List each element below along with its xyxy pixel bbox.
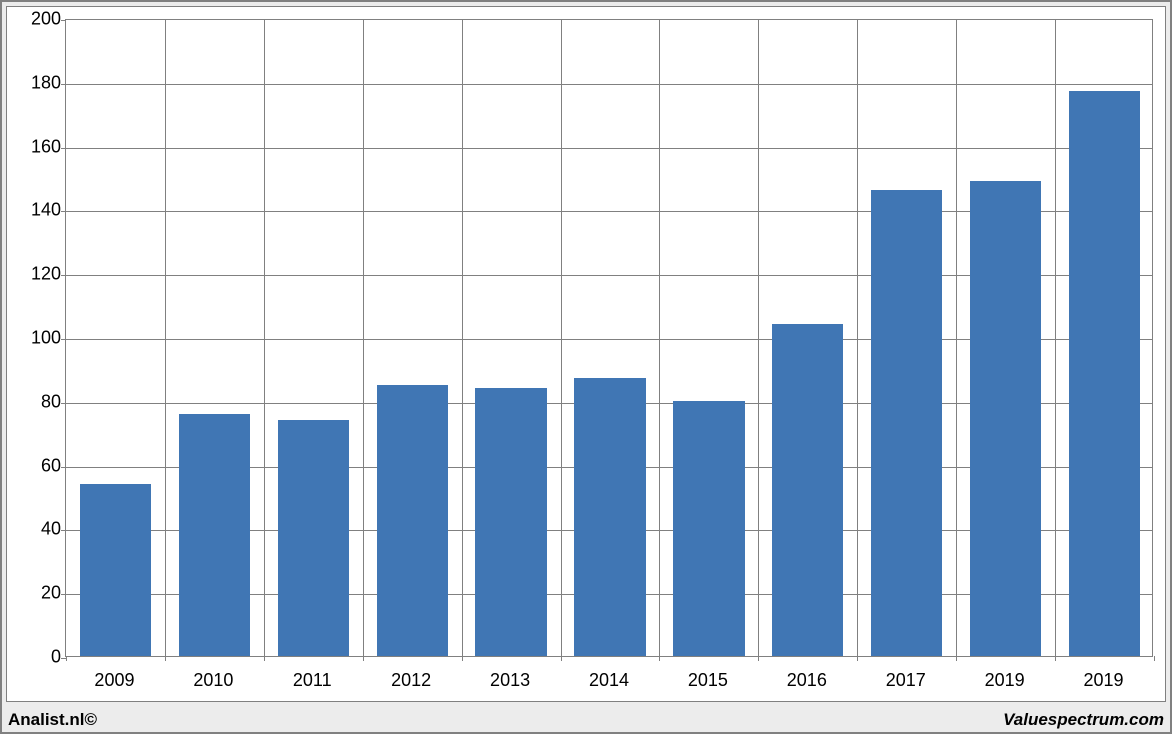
x-axis-label: 2014 (589, 670, 629, 691)
y-axis-label: 160 (13, 136, 61, 157)
gridline-v (462, 20, 463, 656)
x-tick (659, 656, 660, 661)
footer-right-credit: Valuespectrum.com (1003, 710, 1164, 730)
x-tick (857, 656, 858, 661)
x-axis-label: 2019 (985, 670, 1025, 691)
y-axis-label: 0 (13, 647, 61, 668)
chart-bar (871, 190, 942, 656)
y-axis-label: 20 (13, 583, 61, 604)
gridline-v (857, 20, 858, 656)
x-tick (363, 656, 364, 661)
chart-bar (1069, 91, 1140, 656)
y-axis-label: 200 (13, 9, 61, 30)
x-axis-label: 2010 (193, 670, 233, 691)
y-axis-label: 80 (13, 391, 61, 412)
x-axis-label: 2012 (391, 670, 431, 691)
x-axis-label: 2011 (293, 670, 332, 691)
gridline-v (659, 20, 660, 656)
y-tick (61, 530, 66, 531)
y-tick (61, 403, 66, 404)
chart-inner: 0 20 40 60 80 100 120 140 160 180 200 2009 2010 2011 2… (6, 6, 1166, 702)
chart-bar (179, 414, 250, 656)
y-tick (61, 84, 66, 85)
x-axis-label: 2009 (94, 670, 134, 691)
y-tick (61, 148, 66, 149)
gridline-h (66, 84, 1152, 85)
gridline-v (363, 20, 364, 656)
y-tick (61, 275, 66, 276)
gridline-v (264, 20, 265, 656)
x-axis-label: 2016 (787, 670, 827, 691)
x-tick (462, 656, 463, 661)
y-tick (61, 211, 66, 212)
y-tick (61, 594, 66, 595)
chart-bar (574, 378, 645, 656)
y-axis-label: 40 (13, 519, 61, 540)
chart-bar (970, 181, 1041, 656)
x-axis-label: 2017 (886, 670, 926, 691)
gridline-v (1055, 20, 1056, 656)
x-axis-label: 2015 (688, 670, 728, 691)
x-tick (1154, 656, 1155, 661)
chart-bar (475, 388, 546, 656)
chart-bar (377, 385, 448, 656)
x-axis-label: 2013 (490, 670, 530, 691)
x-tick (758, 656, 759, 661)
y-axis-label: 60 (13, 455, 61, 476)
x-axis-label: 2019 (1084, 670, 1124, 691)
y-axis-label: 140 (13, 200, 61, 221)
y-tick (61, 467, 66, 468)
chart-container: 0 20 40 60 80 100 120 140 160 180 200 2009 2010 2011 2… (0, 0, 1172, 734)
y-tick (61, 339, 66, 340)
gridline-h (66, 148, 1152, 149)
y-tick (61, 20, 66, 21)
gridline-v (758, 20, 759, 656)
y-axis-label: 100 (13, 328, 61, 349)
chart-bar (673, 401, 744, 656)
x-tick (264, 656, 265, 661)
gridline-v (956, 20, 957, 656)
y-axis-label: 120 (13, 264, 61, 285)
x-tick (1055, 656, 1056, 661)
plot-area (65, 19, 1153, 657)
x-tick (66, 656, 67, 661)
gridline-v (561, 20, 562, 656)
chart-bar (772, 324, 843, 656)
chart-footer: Analist.nl© Valuespectrum.com (8, 708, 1164, 730)
chart-bar (80, 484, 151, 656)
gridline-v (165, 20, 166, 656)
y-axis-label: 180 (13, 72, 61, 93)
x-tick (561, 656, 562, 661)
x-tick (165, 656, 166, 661)
x-tick (956, 656, 957, 661)
chart-bar (278, 420, 349, 656)
footer-left-credit: Analist.nl© (8, 710, 97, 730)
